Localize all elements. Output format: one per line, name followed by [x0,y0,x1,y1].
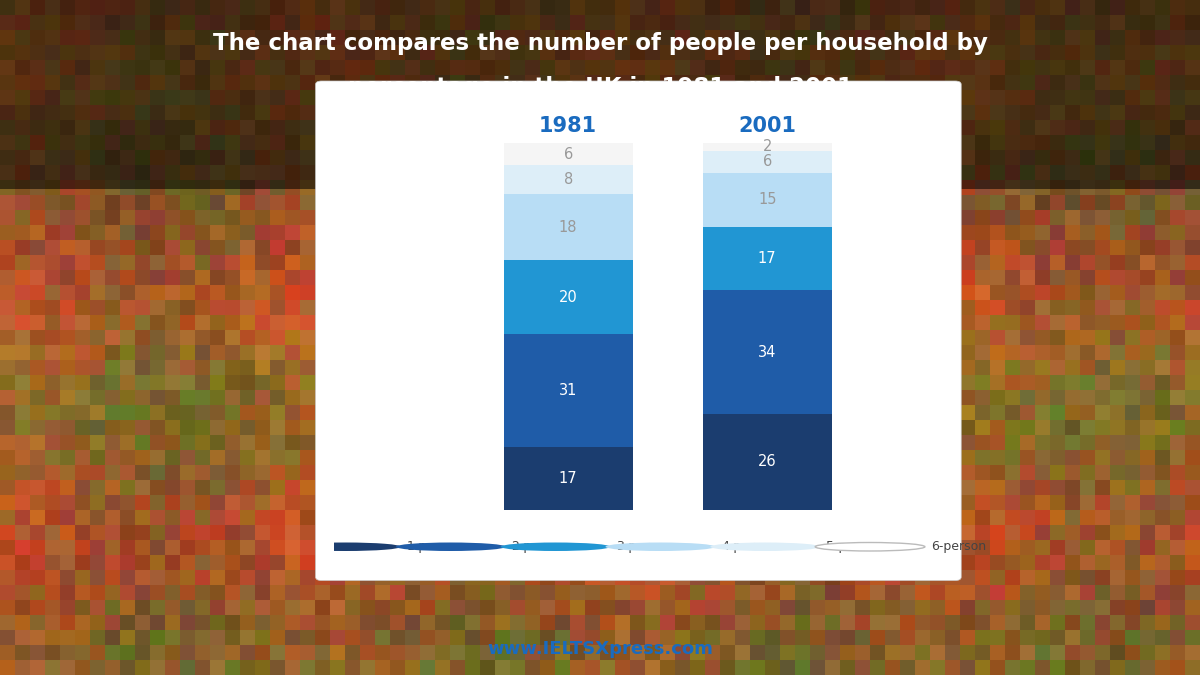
Text: 3-person: 3-person [617,540,672,553]
Text: 2-person: 2-person [511,540,566,553]
Circle shape [710,543,820,551]
Bar [504,333,632,448]
Bar [703,227,832,290]
Text: www.IELTSXpress.com: www.IELTSXpress.com [487,641,713,658]
Circle shape [606,543,715,551]
Bar [504,194,632,261]
Text: 2001: 2001 [738,116,797,136]
Text: 34: 34 [758,344,776,360]
Text: 26: 26 [758,454,776,470]
Text: The chart compares the number of people per household by: The chart compares the number of people … [212,32,988,55]
Text: 31: 31 [559,383,577,398]
Text: 17: 17 [559,471,577,486]
Text: 6-person: 6-person [931,540,986,553]
Text: 15: 15 [758,192,776,207]
Text: 6: 6 [763,154,772,169]
Text: 2: 2 [762,139,772,155]
Bar [504,261,632,333]
Text: 4-person: 4-person [721,540,776,553]
Text: 6: 6 [564,146,572,162]
Bar [504,165,632,194]
Bar [703,414,832,510]
Bar [504,448,632,510]
Text: percentage in the UK in 1981 and 2001: percentage in the UK in 1981 and 2001 [348,76,852,99]
Circle shape [815,543,925,551]
Bar [703,151,832,173]
Text: 20: 20 [559,290,577,304]
Text: 5-person: 5-person [826,540,882,553]
Bar [703,143,832,151]
Text: 1981: 1981 [539,116,598,136]
Text: 1-person: 1-person [407,540,462,553]
Text: 18: 18 [559,220,577,235]
Circle shape [396,543,505,551]
Bar [703,173,832,227]
Circle shape [290,543,401,551]
Text: 17: 17 [758,251,776,266]
Circle shape [500,543,611,551]
Text: 8: 8 [564,172,572,188]
FancyBboxPatch shape [316,81,961,580]
Polygon shape [0,0,1200,189]
Bar [703,290,832,414]
Bar [504,143,632,165]
Text: IELTS Academic Writing Task 1.: IELTS Academic Writing Task 1. [401,117,799,140]
